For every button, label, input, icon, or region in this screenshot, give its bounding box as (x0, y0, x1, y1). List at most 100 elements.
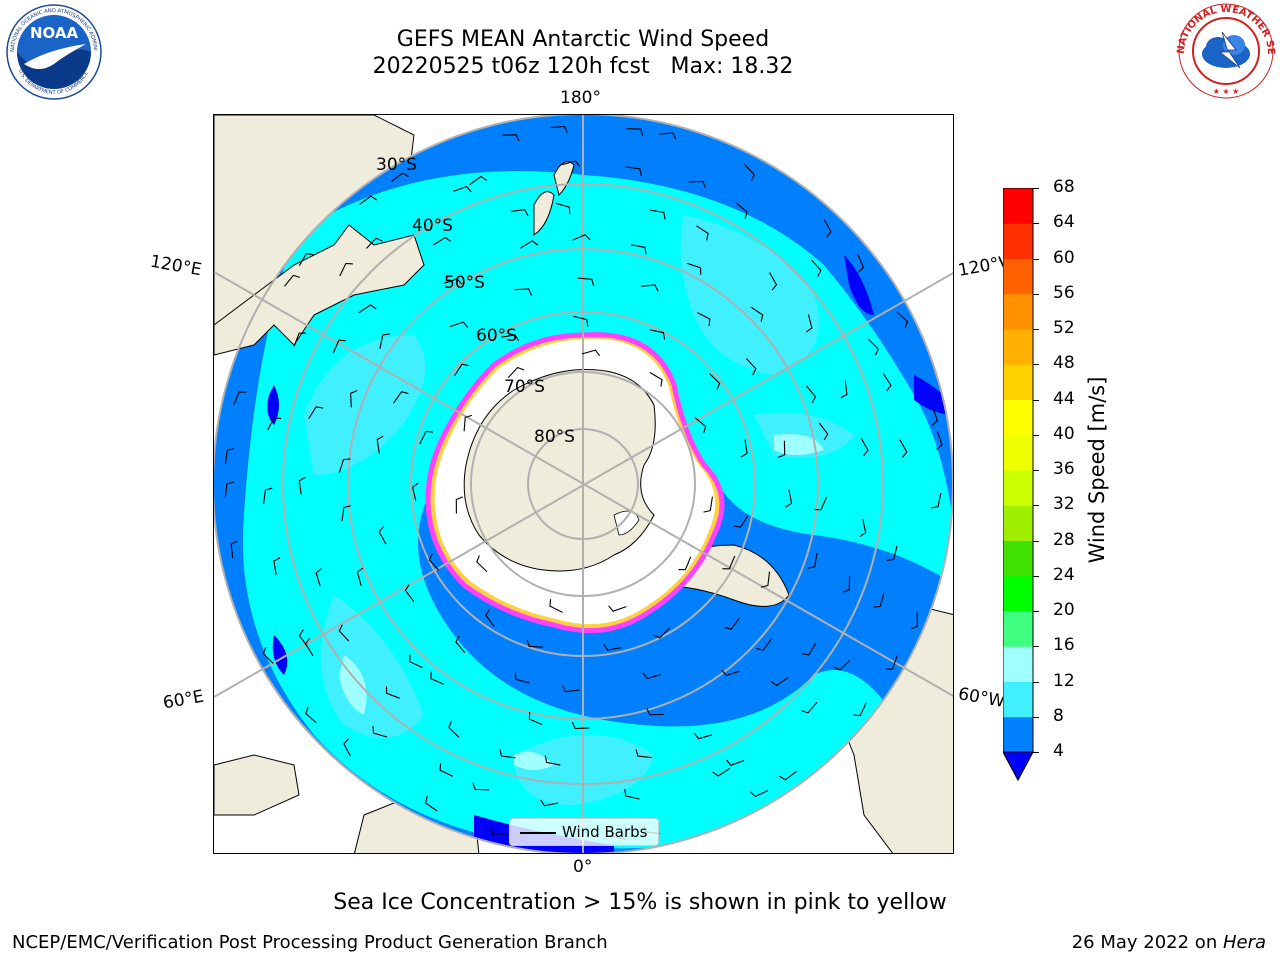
wind-barb (572, 234, 591, 241)
wind-barb (561, 160, 581, 168)
lon-label-120e: 120°E (148, 251, 204, 281)
wind-barb (284, 274, 301, 287)
wind-barb (687, 262, 702, 275)
wind-barb (358, 304, 377, 314)
wind-barb (823, 219, 832, 238)
wind-barb (658, 132, 677, 140)
wind-barb (709, 373, 721, 391)
wind-barb (298, 252, 314, 266)
sea-ice-note: Sea Ice Concentration > 15% is shown in … (333, 890, 947, 915)
colorbar-tick-label: 28 (1053, 529, 1075, 550)
lat-label-50s: 50°S (444, 273, 485, 293)
wind-barb (485, 609, 495, 627)
colorbar-bin (1003, 646, 1033, 682)
wind-barb (305, 706, 317, 724)
lon-label-0: 0° (573, 857, 593, 877)
wind-barb (550, 125, 568, 134)
wind-barb (514, 672, 530, 684)
wind-barb (807, 553, 818, 569)
wind-barb (882, 373, 892, 392)
wind-barb (931, 492, 942, 509)
wind-barb (642, 672, 661, 680)
wind-barb (453, 363, 470, 377)
wind-barb (899, 439, 908, 458)
wind-barb (502, 134, 520, 142)
lat-label-70s: 70°S (504, 377, 545, 397)
wind-barb (298, 476, 306, 495)
wind-barb (857, 254, 865, 273)
wind-barb (350, 390, 358, 408)
wind-barb (298, 629, 309, 648)
footer-credit: NCEP/EMC/Verification Post Processing Pr… (12, 932, 608, 953)
legend-label: Wind Barbs (562, 823, 648, 841)
wind-barb (472, 782, 490, 791)
wind-barb (640, 284, 659, 292)
chart-title: GEFS MEAN Antarctic Wind Speed (396, 27, 770, 52)
colorbar (1003, 188, 1034, 782)
wind-barb (224, 481, 234, 498)
map-panel: 30°S 40°S 50°S 60°S 70°S 80°S Wind Barbs (213, 114, 954, 854)
colorbar-tick-label: 48 (1053, 353, 1075, 374)
wind-barb (745, 358, 757, 376)
wind-barb (649, 329, 666, 340)
wind-barb (886, 545, 898, 561)
wind-barb (756, 638, 772, 651)
footer-date: 26 May 2022 on Hera (1072, 932, 1266, 953)
wind-barb (419, 430, 434, 445)
lat-label-40s: 40°S (412, 216, 453, 236)
wind-barb (230, 540, 238, 559)
colorbar-tick-label: 20 (1053, 600, 1075, 620)
wind-barb (712, 767, 731, 777)
wind-barb (867, 338, 879, 356)
wind-barb (510, 209, 529, 217)
wind-barb (549, 599, 563, 613)
wind-barb (372, 726, 388, 738)
wind-barb (571, 721, 590, 730)
wind-barb (779, 770, 797, 781)
wind-barb (433, 236, 452, 246)
colorbar-tick-label: 52 (1053, 318, 1075, 338)
wind-barb (721, 669, 740, 677)
wind-barb (770, 676, 789, 687)
wind-barb (561, 685, 580, 693)
footer-machine: Hera (1222, 932, 1266, 953)
colorbar-bin (1003, 434, 1033, 471)
wind-barb (476, 555, 488, 572)
lon-label-60e: 60°E (161, 686, 206, 714)
lat-label-80s: 80°S (534, 427, 575, 447)
wind-barb (649, 372, 663, 387)
wind-barb (379, 333, 390, 349)
wind-barb (785, 489, 793, 508)
colorbar-bin (1003, 716, 1033, 753)
wind-barb (696, 225, 709, 241)
colorbar-tick-label: 24 (1053, 564, 1075, 585)
wind-barb (428, 553, 440, 571)
wind-barb (777, 440, 786, 458)
wind-barb (365, 237, 383, 249)
wind-barb (724, 617, 740, 630)
wind-barb (688, 180, 707, 189)
wind-barb (760, 571, 771, 588)
wind-barb (391, 172, 409, 182)
wind-barb (733, 515, 749, 528)
wind-barb (813, 496, 828, 511)
colorbar-bin (1003, 540, 1033, 577)
wind-barb (263, 487, 273, 504)
wind-barb (603, 644, 622, 651)
wind-barb (725, 759, 745, 766)
wind-barb (649, 209, 666, 220)
wind-barb (430, 671, 444, 685)
wind-barb (625, 166, 642, 176)
colorbar-bin (1003, 470, 1033, 506)
colorbar-tick-label: 8 (1053, 705, 1064, 726)
colorbar-bin (1003, 399, 1033, 436)
wind-barb (769, 272, 778, 291)
wind-barb (653, 627, 670, 639)
wind-barb (573, 315, 589, 327)
wind-barb (424, 796, 438, 812)
wind-barbs (224, 125, 943, 840)
wind-barb (315, 568, 323, 587)
wind-barb (693, 732, 713, 740)
colorbar-tick-label: 12 (1053, 670, 1075, 691)
colorbar-tick-label: 44 (1053, 388, 1075, 409)
